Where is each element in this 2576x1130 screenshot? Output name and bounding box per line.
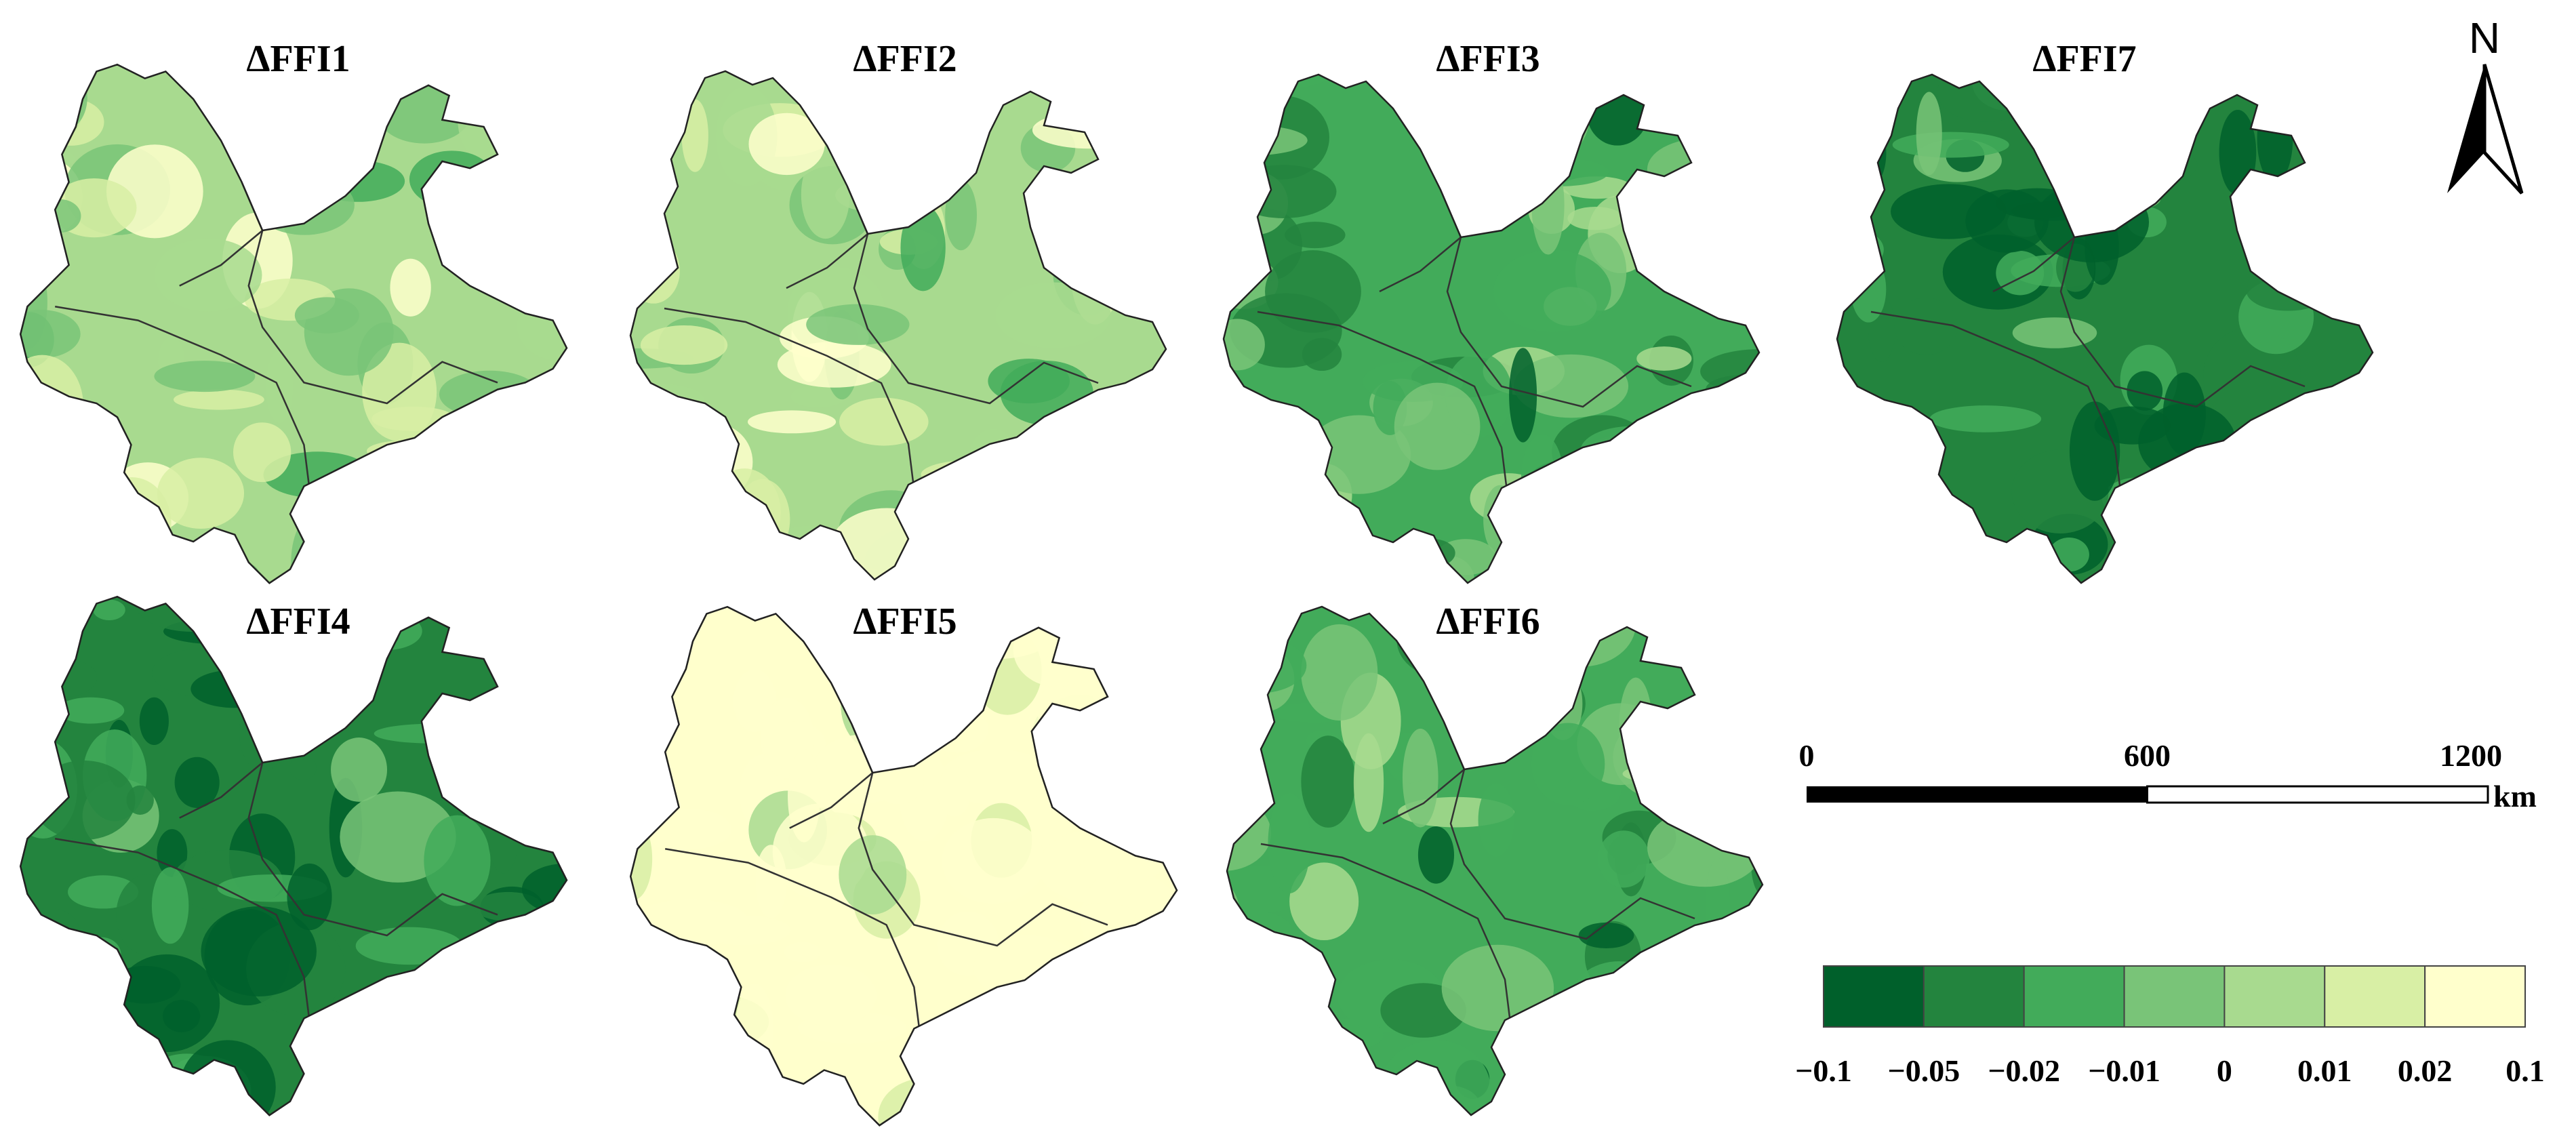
color-legend: −0.1 −0.05 −0.02 −0.01 0 0.01 0.02 0.1 — [1795, 965, 2545, 1088]
legend-swatch — [2324, 965, 2426, 1028]
district-boundaries — [54, 182, 498, 500]
overlay-layer: N 0 600 1200 km −0.1 −0.05 −0.02 −0.01 0 0.01 0.02 0… — [1795, 14, 2545, 1088]
north-arrow: N — [2447, 14, 2524, 195]
map-panel-ffi1: ΔFFI1 — [19, 38, 568, 584]
panels-layer: ΔFFI1 ΔFFI2 ΔFFI3 ΔFFI7 ΔFFI4 ΔFFI5 ΔFFI6 — [19, 38, 2374, 1127]
legend-swatch — [1823, 965, 1925, 1028]
map-panel-ffi5: ΔFFI5 — [629, 601, 1178, 1127]
map-panel-ffi6: ΔFFI6 — [1226, 601, 1764, 1116]
district-boundaries — [54, 714, 498, 1032]
legend-swatch — [2023, 965, 2125, 1028]
legend-swatch — [2123, 965, 2226, 1028]
scale-tick-label: 600 — [2124, 738, 2171, 773]
scale-bar: 0 600 1200 km — [1799, 738, 2537, 813]
north-arrow-icon — [2447, 64, 2524, 195]
legend-label: −0.02 — [1988, 1053, 2060, 1088]
panel-title: ΔFFI3 — [1436, 38, 1539, 80]
scale-segment-filled — [1807, 786, 2148, 803]
district-boundaries — [664, 186, 1099, 499]
fill-pattern — [1224, 75, 1759, 583]
district-boundaries — [1870, 189, 2306, 502]
legend-swatch — [1923, 965, 2025, 1028]
fill-pattern — [1837, 75, 2373, 583]
panel-title: ΔFFI7 — [2032, 38, 2136, 80]
legend-label: 0.01 — [2297, 1053, 2352, 1088]
panel-title: ΔFFI6 — [1436, 601, 1539, 643]
scale-unit: km — [2493, 779, 2537, 813]
district-boundaries — [1257, 189, 1692, 502]
legend-label: −0.1 — [1795, 1053, 1852, 1088]
legend-label: 0.02 — [2398, 1053, 2453, 1088]
panel-title: ΔFFI1 — [246, 38, 350, 80]
district-boundaries — [1260, 721, 1695, 1034]
map-panel-ffi4: ΔFFI4 — [19, 595, 568, 1116]
legend-label: 0 — [2217, 1053, 2232, 1088]
legend-label: 0.1 — [2505, 1053, 2545, 1088]
scale-segment-empty — [2146, 785, 2489, 804]
fill-pattern — [1227, 607, 1763, 1115]
scale-tick-label: 0 — [1799, 738, 1815, 773]
legend-label: −0.01 — [2088, 1053, 2160, 1088]
district-boundaries — [664, 724, 1108, 1043]
legend-label: −0.05 — [1887, 1053, 1960, 1088]
map-panel-ffi3: ΔFFI3 — [1222, 38, 1760, 584]
panel-title: ΔFFI2 — [853, 38, 957, 80]
north-label: N — [2469, 14, 2500, 62]
scale-tick-label: 1200 — [2440, 738, 2502, 773]
map-panel-ffi7: ΔFFI7 — [1836, 38, 2374, 584]
fill-pattern — [20, 64, 567, 584]
legend-swatch — [2424, 965, 2526, 1028]
map-panel-ffi2: ΔFFI2 — [629, 38, 1167, 581]
panel-title: ΔFFI4 — [246, 601, 350, 643]
legend-swatch — [2223, 965, 2326, 1028]
panel-title: ΔFFI5 — [853, 601, 957, 643]
fill-pattern — [630, 71, 1166, 580]
